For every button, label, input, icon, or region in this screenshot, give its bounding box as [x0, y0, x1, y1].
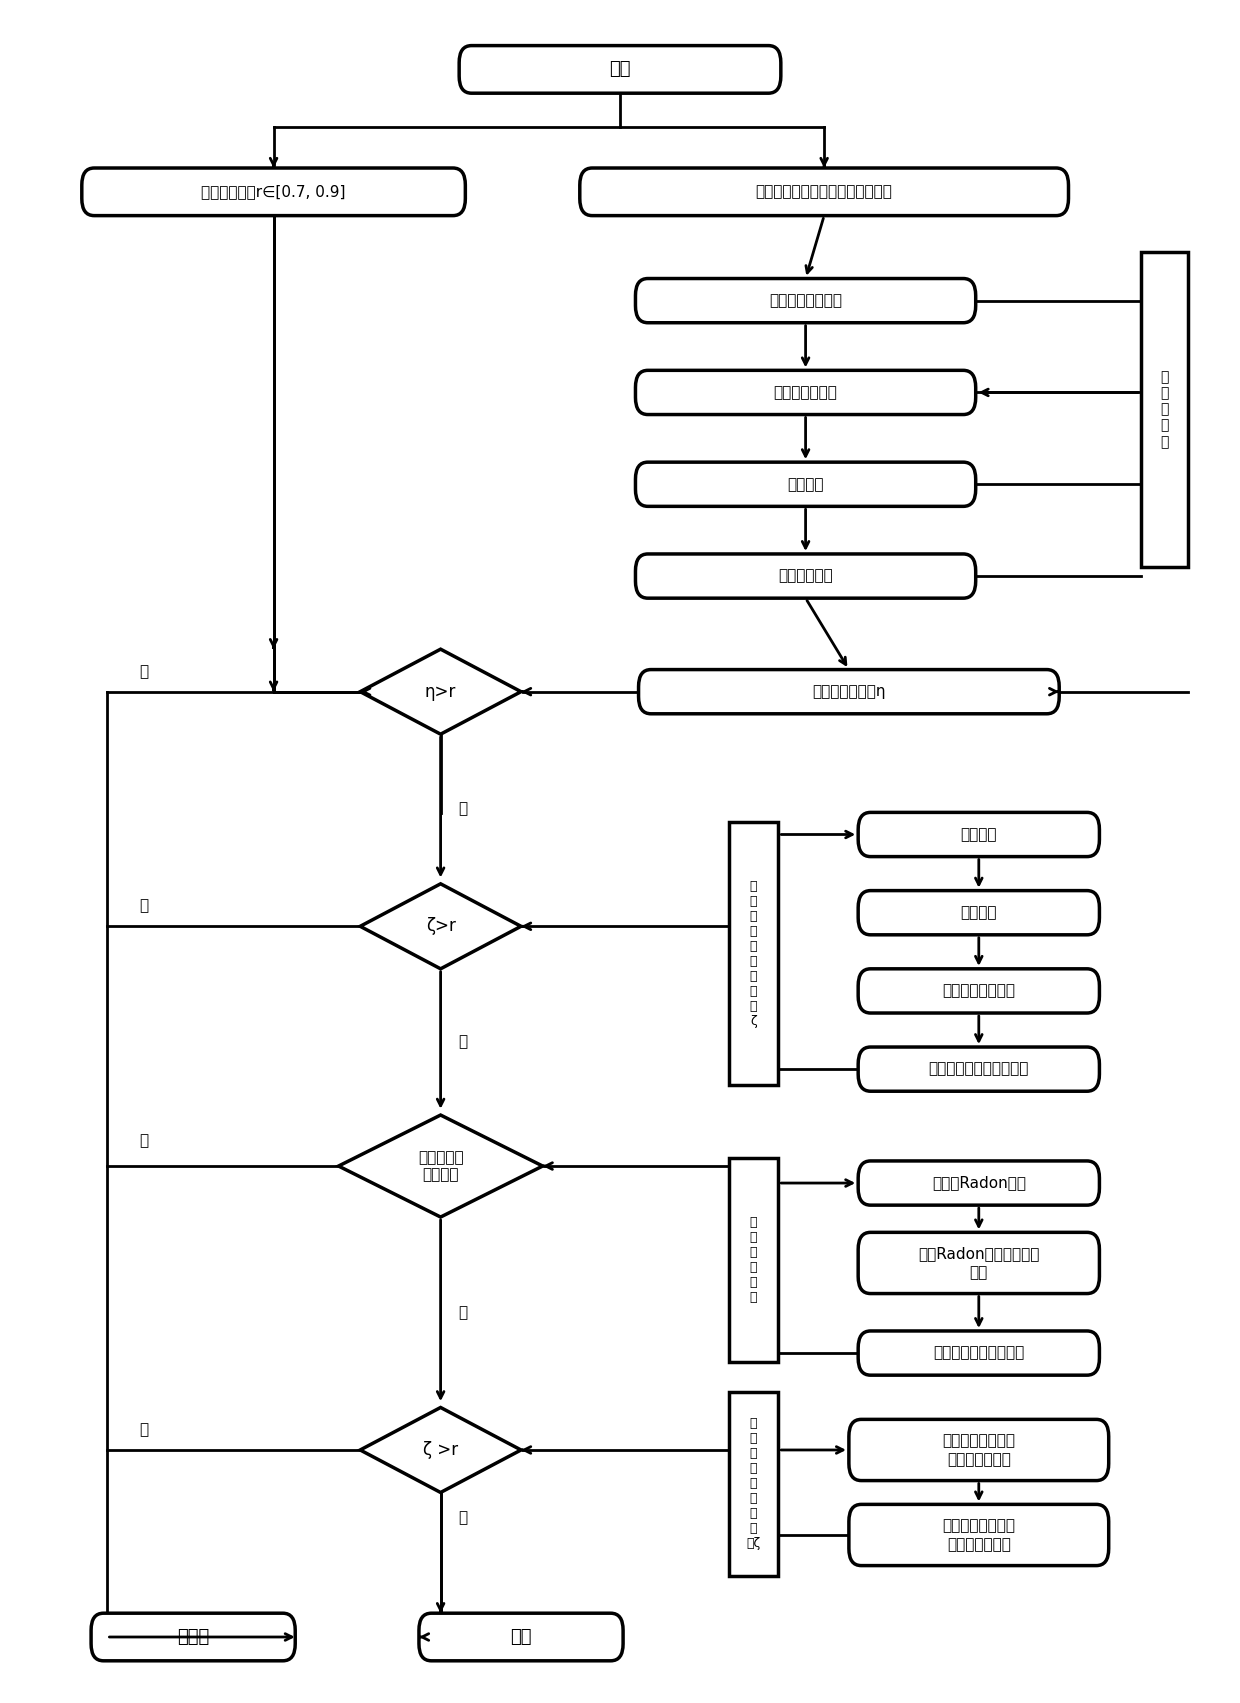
Text: 灰度级配曲线相似度计算: 灰度级配曲线相似度计算	[929, 1061, 1029, 1076]
FancyBboxPatch shape	[419, 1613, 622, 1660]
FancyBboxPatch shape	[635, 462, 976, 506]
Text: 否: 否	[139, 899, 149, 913]
FancyBboxPatch shape	[858, 1332, 1100, 1374]
Text: 是: 是	[459, 1034, 467, 1049]
Text: 网格划分: 网格划分	[961, 828, 997, 841]
Text: 按特征方向分别提
取灰度密度曲线: 按特征方向分别提 取灰度密度曲线	[942, 1434, 1016, 1466]
Text: 灰
度
级
配
曲
线
相
似
度
ζ: 灰 度 级 配 曲 线 相 似 度 ζ	[750, 879, 758, 1027]
Text: 是: 是	[459, 1304, 467, 1320]
Text: 去除边框: 去除边框	[787, 477, 823, 492]
Text: 强化迹线清晰度: 强化迹线清晰度	[774, 385, 837, 400]
Bar	[729, 1158, 779, 1362]
FancyBboxPatch shape	[635, 370, 976, 414]
Text: 否: 否	[139, 664, 149, 679]
Text: 对
比
特
征
方
向: 对 比 特 征 方 向	[750, 1216, 758, 1303]
Bar	[729, 823, 779, 1085]
Text: 是: 是	[459, 802, 467, 816]
FancyBboxPatch shape	[849, 1504, 1109, 1565]
Text: 确定相似閘値r∈[0.7, 0.9]: 确定相似閘値r∈[0.7, 0.9]	[201, 184, 346, 199]
FancyBboxPatch shape	[91, 1613, 295, 1660]
Text: 相似: 相似	[511, 1628, 532, 1647]
Text: η>r: η>r	[425, 683, 456, 700]
Polygon shape	[339, 1115, 543, 1218]
Polygon shape	[360, 649, 521, 734]
Text: 否: 否	[139, 1422, 149, 1437]
FancyBboxPatch shape	[858, 891, 1100, 935]
FancyBboxPatch shape	[858, 1161, 1100, 1206]
FancyBboxPatch shape	[858, 812, 1100, 857]
Text: 特征方向重
合率达标: 特征方向重 合率达标	[418, 1150, 464, 1182]
Text: 总体灰度相似度η: 总体灰度相似度η	[812, 685, 885, 700]
Polygon shape	[360, 1407, 521, 1492]
Text: 设计筛网: 设计筛网	[961, 906, 997, 920]
FancyBboxPatch shape	[635, 553, 976, 598]
Text: 是: 是	[459, 1511, 467, 1526]
Text: 回环滚动余弦相似
度法计算相似性: 回环滚动余弦相似 度法计算相似性	[942, 1517, 1016, 1551]
Text: 选取特征方向进行比对: 选取特征方向进行比对	[934, 1345, 1024, 1361]
Text: 不相似: 不相似	[177, 1628, 210, 1647]
FancyBboxPatch shape	[635, 279, 976, 324]
Text: ζ >r: ζ >r	[423, 1441, 458, 1459]
Text: ζ>r: ζ>r	[425, 918, 455, 935]
Text: 否: 否	[139, 1132, 149, 1148]
Polygon shape	[360, 884, 521, 969]
FancyBboxPatch shape	[580, 169, 1069, 216]
Text: 彩色图转成灰度图: 彩色图转成灰度图	[769, 293, 842, 308]
Text: 图
像
预
处
理: 图 像 预 处 理	[1161, 370, 1168, 450]
Bar	[729, 1391, 779, 1575]
FancyBboxPatch shape	[858, 1047, 1100, 1092]
FancyBboxPatch shape	[82, 169, 465, 216]
FancyBboxPatch shape	[459, 46, 781, 94]
Text: 开始: 开始	[609, 60, 631, 78]
Bar	[1141, 252, 1188, 567]
FancyBboxPatch shape	[639, 669, 1059, 714]
FancyBboxPatch shape	[849, 1419, 1109, 1480]
FancyBboxPatch shape	[858, 969, 1100, 1013]
Text: 修改的Radon变换: 修改的Radon变换	[931, 1175, 1025, 1190]
Text: 灰度级配曲线绘制: 灰度级配曲线绘制	[942, 983, 1016, 998]
Text: 计算Radon变换所得曲线
方差: 计算Radon变换所得曲线 方差	[918, 1247, 1039, 1279]
FancyBboxPatch shape	[858, 1233, 1100, 1294]
Text: 统一图像大小: 统一图像大小	[779, 569, 833, 584]
Text: 灰
度
密
度
曲
线
相
似
性ζ: 灰 度 密 度 曲 线 相 似 性ζ	[746, 1417, 761, 1550]
Text: 展示原始实际迹线图与模拟迹线图: 展示原始实际迹线图与模拟迹线图	[755, 184, 893, 199]
